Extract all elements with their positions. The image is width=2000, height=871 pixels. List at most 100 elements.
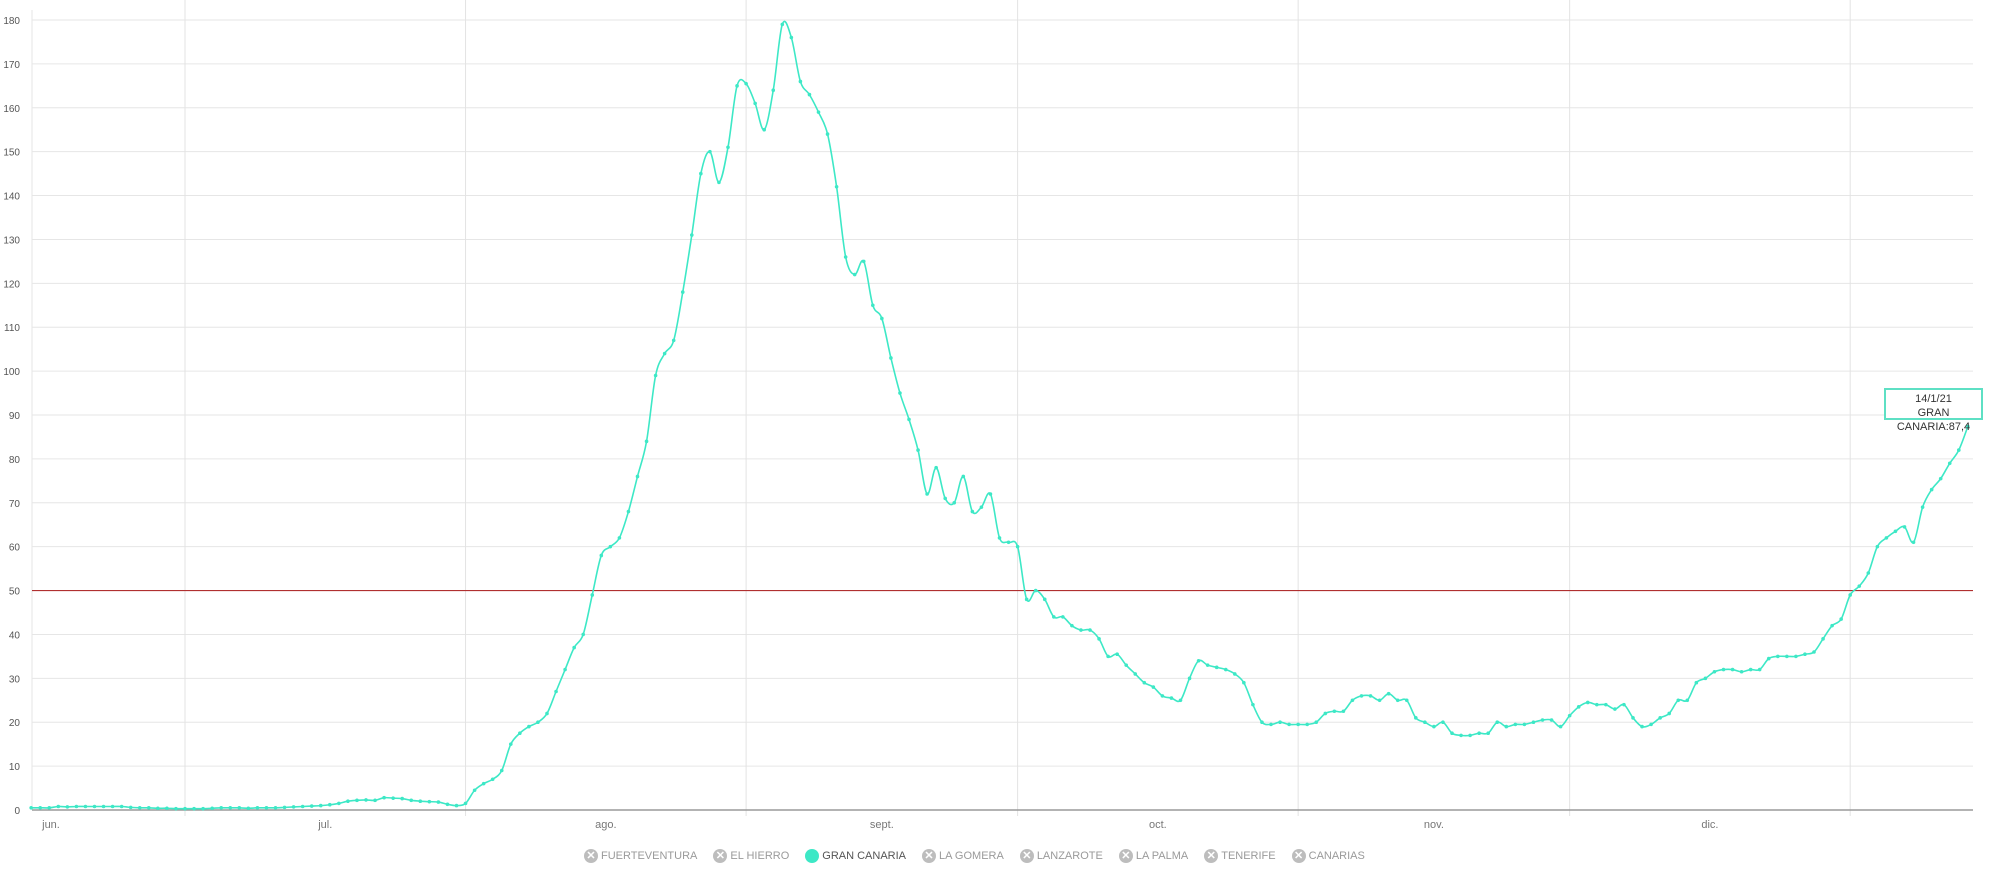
- data-point: [1223, 667, 1228, 672]
- legend-item-fuerteventura[interactable]: ✕ FUERTEVENTURA: [584, 849, 697, 863]
- data-point: [671, 338, 676, 343]
- data-point: [128, 805, 133, 810]
- data-point: [156, 806, 160, 811]
- data-point: [662, 351, 667, 356]
- data-point: [1531, 720, 1536, 725]
- y-tick-label: 170: [3, 60, 20, 71]
- data-point: [834, 184, 839, 189]
- data-point: [1441, 720, 1445, 725]
- data-point: [527, 724, 531, 729]
- data-point: [1721, 667, 1726, 672]
- data-point: [1133, 672, 1138, 676]
- data-point: [300, 804, 305, 809]
- data-point: [898, 391, 902, 395]
- toggle-off-icon: ✕: [1019, 849, 1034, 863]
- data-point: [653, 373, 658, 378]
- x-month-label: nov.: [1424, 819, 1444, 831]
- data-point: [328, 802, 332, 807]
- data-point: [364, 798, 368, 802]
- data-point: [861, 259, 866, 264]
- data-point: [1794, 654, 1798, 659]
- data-point: [1558, 724, 1563, 729]
- series-dot-icon: [805, 849, 820, 863]
- data-point: [219, 806, 223, 810]
- y-axis-ticks: 0 10 20 30 40 50 60 70 80 90 100 110 120 130 140 150 160…: [3, 16, 20, 817]
- legend-label: TENERIFE: [1221, 850, 1276, 862]
- data-point: [1432, 724, 1436, 729]
- data-point: [1776, 654, 1780, 659]
- legend-item-el-hierro[interactable]: ✕ EL HIERRO: [713, 849, 789, 863]
- data-point: [1966, 424, 1970, 429]
- data-point: [1839, 617, 1843, 621]
- data-point: [1024, 597, 1029, 602]
- data-point: [1350, 698, 1355, 703]
- data-point: [635, 474, 640, 479]
- y-tick-label: 100: [3, 367, 20, 378]
- data-point: [337, 801, 341, 806]
- legend-item-canarias[interactable]: ✕ CANARIAS: [1291, 849, 1365, 863]
- data-point: [499, 768, 504, 773]
- y-tick-label: 150: [3, 148, 20, 159]
- data-point: [1214, 665, 1219, 670]
- data-point: [1857, 584, 1862, 588]
- data-point: [1911, 540, 1916, 545]
- data-point: [165, 806, 169, 811]
- data-point: [1169, 696, 1174, 700]
- data-point: [119, 804, 124, 809]
- toggle-off-icon: ✕: [922, 849, 937, 863]
- data-point: [1920, 505, 1925, 509]
- data-point: [979, 505, 984, 509]
- data-point: [1079, 628, 1083, 632]
- data-point: [680, 290, 685, 294]
- data-point: [1097, 637, 1101, 641]
- data-point: [1404, 698, 1409, 703]
- data-point: [418, 799, 423, 804]
- data-point: [1386, 691, 1391, 696]
- data-point: [1052, 615, 1056, 619]
- data-point: [626, 509, 631, 514]
- data-point: [291, 805, 296, 809]
- data-point: [1957, 448, 1961, 452]
- data-point: [1549, 718, 1554, 722]
- data-point: [445, 802, 450, 807]
- data-point: [1033, 588, 1038, 593]
- legend-item-tenerife[interactable]: ✕ TENERIFE: [1204, 849, 1276, 863]
- data-point: [1006, 540, 1011, 545]
- data-point: [1649, 722, 1653, 727]
- data-point: [1088, 628, 1092, 632]
- data-point: [1658, 716, 1662, 720]
- data-point: [572, 645, 576, 650]
- data-point: [1242, 680, 1246, 685]
- y-tick-label: 60: [9, 543, 21, 554]
- legend-item-la-gomera[interactable]: ✕ LA GOMERA: [922, 849, 1004, 863]
- legend-label: CANARIAS: [1308, 850, 1365, 862]
- toggle-off-icon: ✕: [1291, 849, 1306, 863]
- data-point: [355, 798, 359, 803]
- data-point: [1513, 722, 1518, 727]
- data-point: [934, 465, 938, 470]
- legend-item-gran-canaria[interactable]: GRAN CANARIA: [805, 849, 906, 863]
- data-point: [1504, 724, 1509, 729]
- data-point: [174, 806, 178, 811]
- data-point: [83, 804, 88, 809]
- data-point: [1540, 718, 1545, 722]
- data-point: [255, 806, 260, 810]
- data-point: [1151, 685, 1156, 689]
- legend-label: LA GOMERA: [939, 850, 1004, 862]
- data-point: [1142, 680, 1147, 685]
- legend-item-lanzarote[interactable]: ✕ LANZAROTE: [1019, 849, 1103, 863]
- data-point: [581, 632, 585, 637]
- data-point: [1766, 656, 1771, 661]
- data-point: [1785, 654, 1789, 659]
- data-point: [771, 88, 776, 93]
- data-point: [1323, 711, 1328, 716]
- data-point: [1332, 709, 1337, 714]
- data-point: [1414, 716, 1418, 720]
- data-point: [762, 127, 766, 132]
- data-point: [952, 500, 957, 505]
- data-point: [961, 474, 966, 479]
- series-gran-canaria: [29, 20, 1970, 811]
- data-point: [1124, 663, 1128, 667]
- legend-item-la-palma[interactable]: ✕ LA PALMA: [1118, 849, 1188, 863]
- data-point: [1739, 669, 1744, 674]
